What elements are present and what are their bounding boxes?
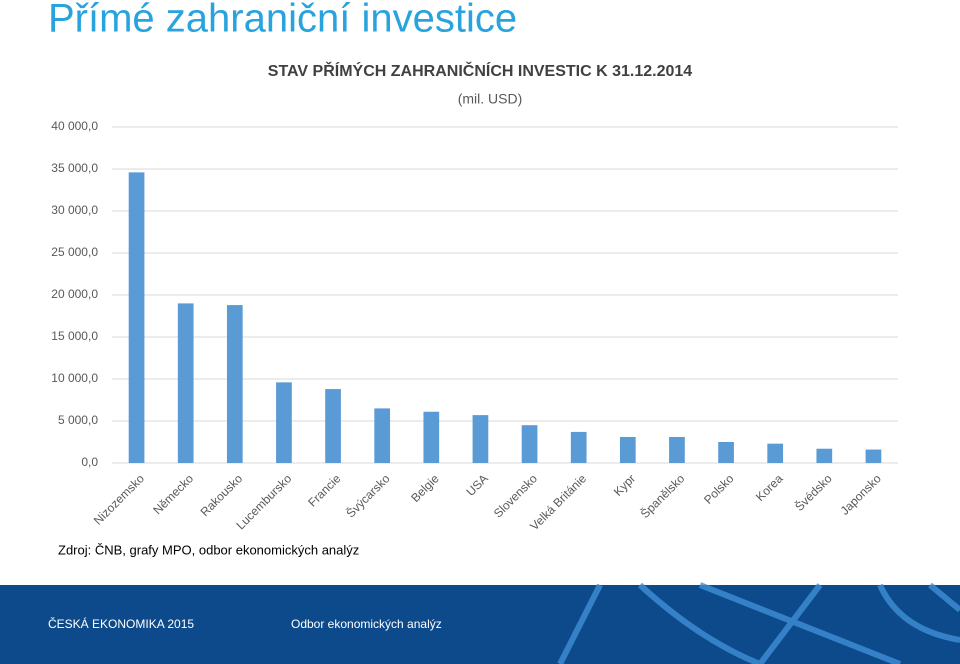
x-tick-label: Nizozemsko [91,471,147,527]
y-tick-label: 40 000,0 [51,119,98,133]
y-tick-label: 30 000,0 [51,203,98,217]
x-tick-label: Rakousko [198,471,246,519]
y-tick-label: 35 000,0 [51,161,98,175]
bar [865,449,882,463]
bar [570,431,587,463]
x-tick-label: Francie [305,471,343,509]
y-tick-label: 15 000,0 [51,329,98,343]
x-tick-label: Belgie [408,471,442,505]
footer: ČESKÁ EKONOMIKA 2015 Odbor ekonomických … [0,582,960,664]
bar [521,425,538,463]
x-tick-label: USA [463,471,490,498]
x-tick-label: Švýcarsko [343,471,393,521]
chart-title: STAV PŘÍMÝCH ZAHRANIČNÍCH INVESTIC K 31.… [268,61,692,80]
slide-title: Přímé zahraniční investice [48,0,517,41]
bar [423,411,440,463]
bar [374,408,391,463]
source-note: Zdroj: ČNB, grafy MPO, odbor ekonomickýc… [58,542,359,557]
bar [718,442,734,463]
x-tick-label: Švédsko [792,471,835,514]
footer-decoration [557,582,960,664]
bar [669,436,685,463]
chart-subtitle: (mil. USD) [458,91,523,107]
y-tick-label: 25 000,0 [51,245,98,259]
x-tick-label: Německo [150,471,196,517]
x-tick-label: Slovensko [491,471,540,520]
bar [177,303,194,463]
x-tick-label: Kypr [611,471,638,498]
bar [128,172,145,464]
y-tick-label: 5 000,0 [58,413,98,427]
bar [276,382,292,463]
bar [767,443,784,463]
bar [816,448,833,463]
footer-left: ČESKÁ EKONOMIKA 2015 [48,616,194,631]
x-tick-label: Korea [753,471,786,504]
footer-right: Odbor ekonomických analýz [291,617,442,631]
x-tick-label: Japonsko [838,471,884,517]
bar [325,389,341,463]
y-tick-label: 20 000,0 [51,287,98,301]
bar [472,415,489,463]
x-tick-label: Španělsko [637,471,687,521]
bar [619,436,636,463]
bar [226,305,243,463]
y-tick-label: 0,0 [81,455,98,469]
y-tick-label: 10 000,0 [51,371,98,385]
x-tick-label: Polsko [701,471,737,507]
